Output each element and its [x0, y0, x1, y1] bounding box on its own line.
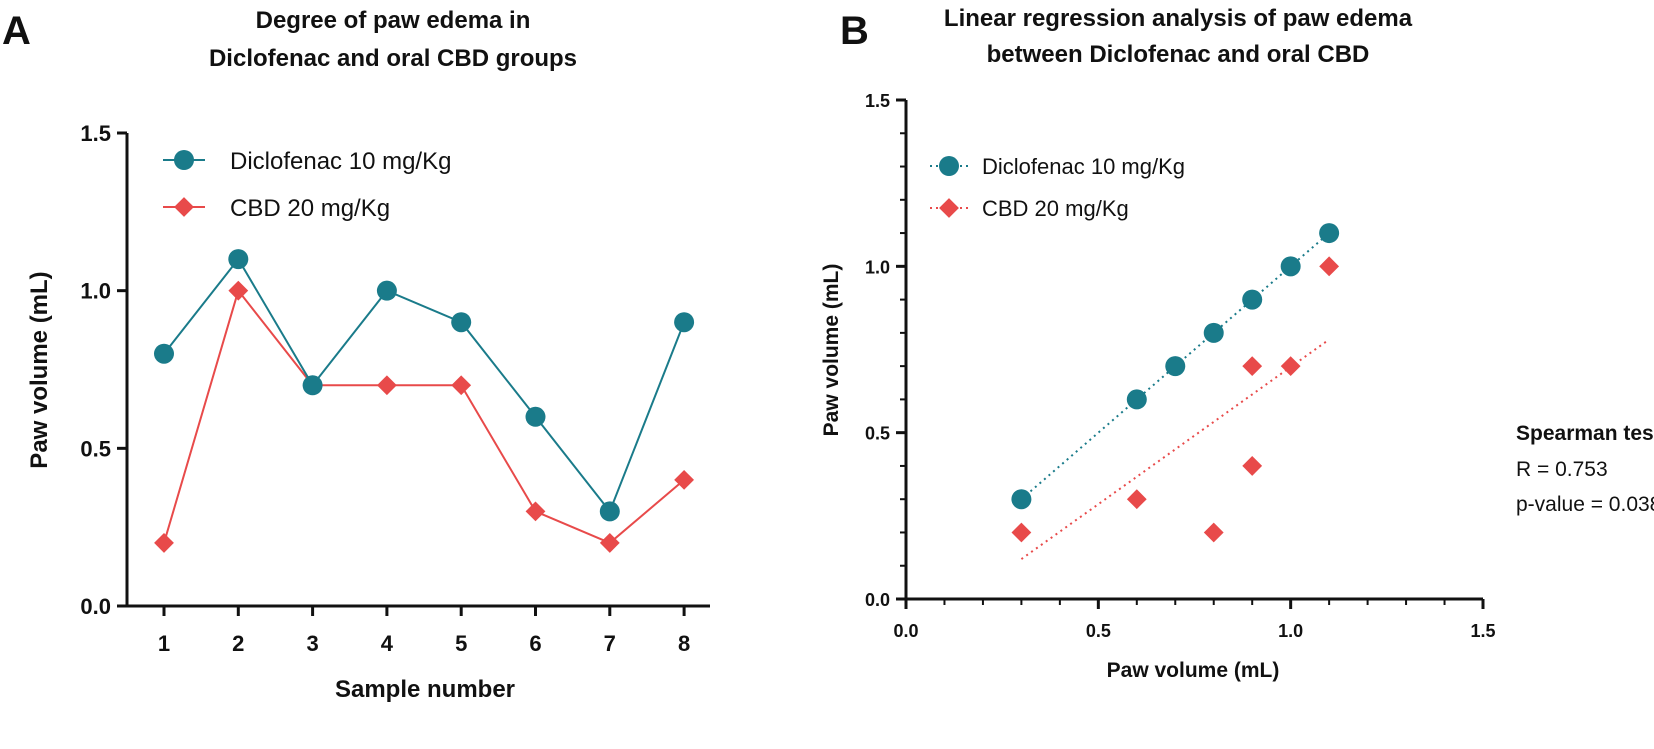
- panel-b-point-diclofenac: [1203, 322, 1224, 343]
- panel-a-legend: Diclofenac 10 mg/Kg CBD 20 mg/Kg: [163, 148, 451, 222]
- panel-b-x-tick-label: 0.5: [1086, 621, 1111, 641]
- spearman-r-value: R = 0.753: [1516, 458, 1608, 481]
- panel-a-point-diclofenac: [525, 406, 546, 427]
- panel-a-y-axis-label: Paw volume (mL): [26, 271, 53, 468]
- legend-a-marker-diclofenac: [174, 150, 194, 170]
- panel-b-point-cbd: [1242, 356, 1263, 377]
- panel-b-x-tick-label: 0.0: [893, 621, 918, 641]
- panel-b-x-axis-label: Paw volume (mL): [1107, 659, 1280, 682]
- panel-a-point-cbd: [377, 375, 397, 396]
- panel-b-x-tick-label: 1.5: [1470, 621, 1495, 641]
- panel-b-point-cbd: [1011, 522, 1032, 543]
- panel-b-series: [1011, 223, 1340, 560]
- panel-b-title-line-1: Linear regression analysis of paw edema: [944, 5, 1413, 32]
- panel-a-point-diclofenac: [599, 501, 620, 522]
- panel-a-x-tick-label: 4: [381, 631, 394, 656]
- legend-a-label-cbd: CBD 20 mg/Kg: [230, 195, 390, 222]
- panel-a-point-cbd: [228, 280, 249, 301]
- panel-a-line-cbd: [163, 288, 685, 545]
- panel-a-title-line-1: Degree of paw edema in: [256, 7, 531, 34]
- panel-a-x-tick-label: 5: [455, 631, 467, 656]
- panel-a-point-cbd: [451, 375, 472, 396]
- panel-a-x-tick-label: 8: [678, 631, 690, 656]
- panel-a-x-ticks: 1 2 3 4 5 6 7 8: [158, 606, 690, 656]
- panel-b-fit-diclofenac: [1020, 232, 1330, 500]
- panel-a-point-cbd: [525, 501, 546, 522]
- panel-b-point-cbd: [1242, 456, 1263, 476]
- panel-a-x-tick-label: 1: [158, 631, 170, 656]
- panel-b-y-tick-label: 0.0: [865, 590, 890, 610]
- legend-b-label-cbd: CBD 20 mg/Kg: [982, 196, 1129, 221]
- panel-b-point-cbd: [1126, 489, 1147, 510]
- panel-a-x-tick-label: 2: [232, 631, 244, 656]
- panel-b-y-tick-label: 1.5: [865, 91, 890, 111]
- panel-a-y-tick-label: 0.5: [80, 436, 111, 461]
- legend-b-marker-diclofenac: [939, 156, 959, 176]
- panel-b-point-diclofenac: [1280, 256, 1301, 277]
- panel-b-point-diclofenac: [1126, 389, 1147, 410]
- panel-a-y-tick-label: 1.5: [80, 121, 111, 146]
- panel-b-x-tick-label: 1.0: [1278, 621, 1303, 641]
- panel-a-x-axis-label: Sample number: [335, 676, 515, 703]
- panel-a-point-diclofenac: [451, 312, 472, 333]
- panel-b-y-tick-label: 1.0: [865, 257, 890, 277]
- panel-a-line-diclofenac: [163, 257, 686, 514]
- panel-a-x-tick-label: 6: [529, 631, 541, 656]
- panel-b-x-ticks: 0.0 0.5 1.0 1.5: [893, 599, 1496, 641]
- panel-b-y-ticks: 0.0 0.5 1.0 1.5: [865, 91, 906, 610]
- panel-a-point-cbd: [599, 533, 620, 553]
- panel-b-point-diclofenac: [1011, 489, 1032, 510]
- panel-a: A Degree of paw edema in Diclofenac and …: [2, 7, 710, 703]
- panel-b-point-diclofenac: [1319, 223, 1340, 244]
- panel-a-point-diclofenac: [228, 249, 249, 270]
- panel-a-point-diclofenac: [376, 280, 397, 301]
- spearman-title: Spearman test: [1516, 422, 1654, 445]
- panel-a-x-tick-label: 3: [306, 631, 318, 656]
- panel-a-point-diclofenac: [302, 375, 323, 396]
- panel-a-point-cbd: [674, 469, 694, 490]
- panel-b-title-line-2: between Diclofenac and oral CBD: [987, 41, 1370, 68]
- panel-a-letter: A: [2, 9, 31, 53]
- panel-a-point-diclofenac: [154, 343, 174, 364]
- panel-b-point-cbd: [1319, 256, 1340, 277]
- legend-a-marker-cbd: [174, 197, 194, 217]
- panel-b-point-diclofenac: [1165, 356, 1186, 377]
- panel-b-point-cbd: [1203, 522, 1224, 543]
- legend-a-label-diclofenac: Diclofenac 10 mg/Kg: [230, 148, 451, 175]
- panel-a-x-tick-label: 7: [604, 631, 616, 656]
- panel-b: B Linear regression analysis of paw edem…: [820, 5, 1654, 682]
- panel-b-legend: Diclofenac 10 mg/Kg CBD 20 mg/Kg: [930, 154, 1185, 221]
- panel-b-y-axis-label: Paw volume (mL): [820, 264, 843, 437]
- panel-a-y-tick-label: 1.0: [80, 279, 111, 304]
- panel-a-series: [154, 249, 695, 553]
- panel-a-title-line-2: Diclofenac and oral CBD groups: [209, 45, 577, 72]
- spearman-annotation: Spearman test R = 0.753 p-value = 0.038: [1516, 422, 1654, 516]
- legend-b-marker-cbd: [939, 198, 959, 218]
- legend-b-label-diclofenac: Diclofenac 10 mg/Kg: [982, 154, 1185, 179]
- panel-b-point-diclofenac: [1242, 289, 1263, 310]
- panel-a-y-tick-label: 0.0: [80, 594, 111, 619]
- panel-a-point-cbd: [154, 533, 174, 553]
- panel-a-point-diclofenac: [674, 312, 695, 333]
- panel-b-y-tick-label: 0.5: [865, 424, 890, 444]
- panel-b-letter: B: [840, 9, 869, 53]
- spearman-p-value: p-value = 0.038: [1516, 493, 1654, 516]
- panel-a-y-ticks: 0.0 0.5 1.0 1.5: [80, 121, 127, 619]
- panel-b-point-cbd: [1280, 356, 1301, 377]
